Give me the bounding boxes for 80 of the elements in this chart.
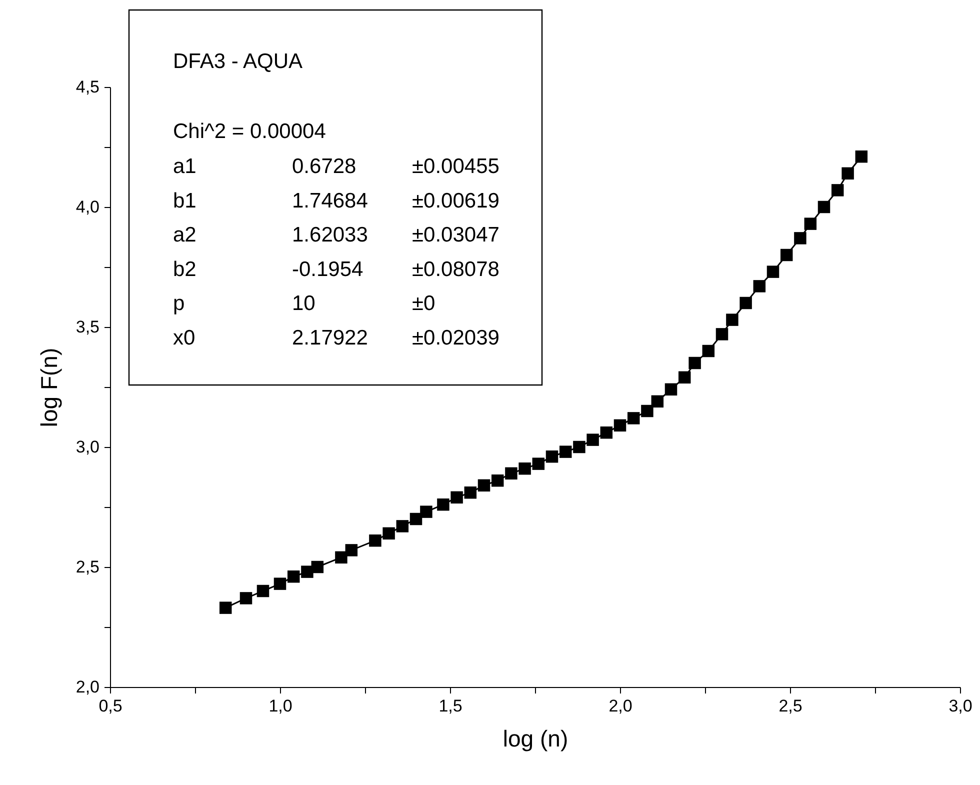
annotation: b1 bbox=[173, 189, 196, 212]
y-tick-label: 2,5 bbox=[76, 558, 100, 576]
point bbox=[464, 486, 477, 499]
point bbox=[766, 266, 780, 278]
y-tick-label: 2,0 bbox=[76, 678, 100, 696]
annotation: 1.62033 bbox=[292, 224, 368, 247]
annotation: ±0 bbox=[412, 292, 436, 316]
point bbox=[345, 544, 358, 556]
annotation: -0.1954 bbox=[292, 258, 364, 281]
point bbox=[614, 419, 626, 432]
point bbox=[688, 356, 701, 370]
point bbox=[651, 395, 664, 408]
point bbox=[855, 150, 868, 163]
point bbox=[831, 184, 844, 196]
point bbox=[491, 474, 504, 487]
point bbox=[586, 434, 599, 446]
x-tick-label: 1,5 bbox=[438, 696, 462, 716]
point bbox=[382, 527, 395, 540]
y-tick-label: 4,5 bbox=[76, 78, 100, 96]
point bbox=[726, 314, 738, 326]
annotation: Chi^2 = 0.00004 bbox=[173, 120, 326, 143]
point bbox=[627, 412, 640, 424]
annotation: ±0.03047 bbox=[412, 224, 500, 247]
point bbox=[559, 446, 572, 458]
point bbox=[740, 296, 752, 310]
point bbox=[573, 440, 586, 454]
x-tick-label: 2,5 bbox=[778, 696, 802, 716]
point bbox=[396, 520, 409, 532]
point bbox=[678, 371, 691, 384]
annotation: ±0.00619 bbox=[412, 189, 500, 212]
text: DFA3 - AQUA bbox=[173, 50, 303, 73]
point bbox=[450, 491, 463, 504]
annotation: a2 bbox=[173, 224, 196, 247]
annotation: ±0.00455 bbox=[412, 155, 500, 178]
x-tick-label: 3,0 bbox=[948, 696, 972, 716]
x-tick-label: 1,0 bbox=[268, 696, 292, 716]
point bbox=[641, 404, 654, 418]
y-tick-label: 3,0 bbox=[76, 438, 100, 456]
point bbox=[794, 232, 806, 244]
annotation: 2.17922 bbox=[292, 326, 368, 350]
y-tick-label: 4,0 bbox=[76, 198, 100, 216]
annotation: x0 bbox=[173, 326, 196, 350]
point bbox=[818, 200, 830, 214]
y-tick-label: 3,5 bbox=[76, 318, 100, 336]
point bbox=[546, 450, 558, 463]
annotation: a1 bbox=[173, 155, 196, 178]
point bbox=[335, 551, 348, 564]
point bbox=[287, 570, 300, 583]
x-axis-title: log (n) bbox=[502, 726, 568, 752]
point bbox=[842, 167, 854, 180]
y-axis-title: log F(n) bbox=[36, 348, 62, 428]
point bbox=[600, 426, 613, 439]
x-tick-label: 0,5 bbox=[98, 696, 122, 716]
point bbox=[716, 328, 728, 340]
point bbox=[301, 566, 314, 578]
annotation: 0.6728 bbox=[292, 155, 356, 178]
point bbox=[518, 462, 531, 475]
annotation: ±0.02039 bbox=[412, 326, 500, 350]
annotation: b2 bbox=[173, 258, 196, 281]
point bbox=[804, 218, 817, 230]
point bbox=[753, 280, 766, 292]
x-tick-label: 2,0 bbox=[608, 696, 632, 716]
point bbox=[478, 479, 490, 492]
annotation: p bbox=[173, 292, 185, 316]
point bbox=[240, 592, 252, 604]
point bbox=[369, 534, 382, 547]
annotation: 1.74684 bbox=[292, 189, 368, 212]
annotation: ±0.08078 bbox=[412, 258, 500, 281]
point bbox=[219, 602, 232, 614]
point bbox=[780, 248, 793, 262]
point bbox=[274, 578, 286, 590]
point bbox=[532, 458, 545, 470]
point bbox=[702, 344, 715, 358]
point bbox=[420, 506, 432, 518]
point bbox=[311, 560, 324, 574]
point bbox=[505, 467, 518, 480]
point bbox=[256, 584, 270, 598]
point bbox=[437, 498, 450, 511]
point bbox=[664, 383, 678, 396]
annotation: 10 bbox=[292, 292, 316, 316]
